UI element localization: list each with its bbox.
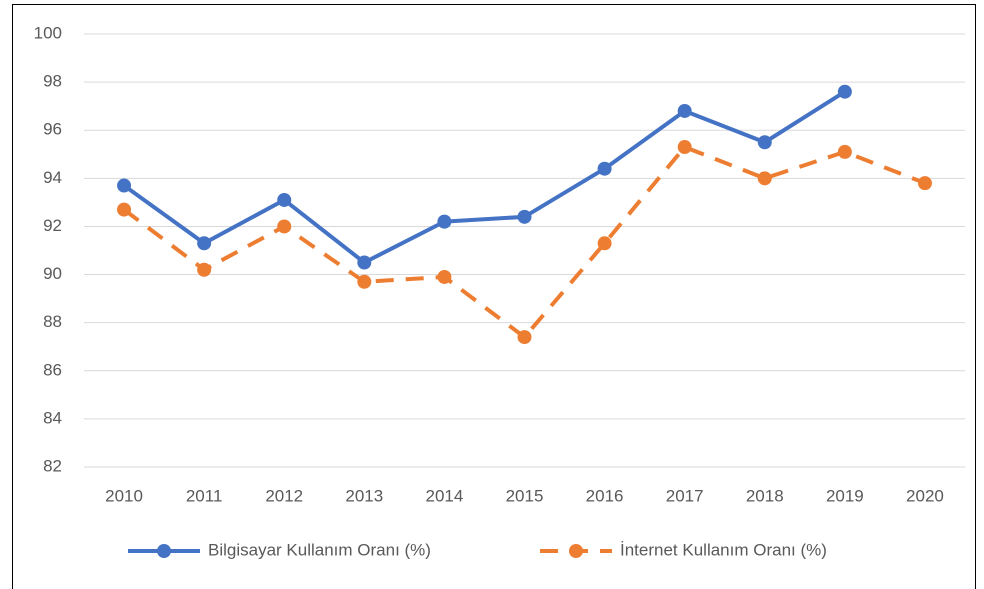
data-point xyxy=(757,135,772,150)
data-point xyxy=(677,103,692,118)
y-tick-label: 90 xyxy=(43,264,62,283)
data-point xyxy=(517,330,532,345)
y-tick-label: 82 xyxy=(43,456,62,475)
legend-label: İnternet Kullanım Oranı (%) xyxy=(620,540,827,559)
y-tick-label: 96 xyxy=(43,120,62,139)
x-tick-label: 2014 xyxy=(425,486,463,505)
series-line xyxy=(122,90,846,265)
x-tick-label: 2011 xyxy=(186,486,223,505)
x-tick-label: 2017 xyxy=(666,486,704,505)
x-tick-label: 2018 xyxy=(746,486,784,505)
data-point xyxy=(597,161,612,176)
data-point xyxy=(597,236,612,251)
x-tick-label: 2015 xyxy=(506,486,544,505)
y-tick-label: 98 xyxy=(43,72,62,91)
y-tick-label: 100 xyxy=(34,23,62,42)
x-tick-label: 2019 xyxy=(826,486,864,505)
data-point xyxy=(197,262,212,277)
legend-label: Bilgisayar Kullanım Oranı (%) xyxy=(208,540,431,559)
x-tick-label: 2012 xyxy=(265,486,303,505)
y-tick-label: 86 xyxy=(43,360,62,379)
series-line xyxy=(122,145,926,340)
x-tick-label: 2010 xyxy=(105,486,143,505)
y-tick-label: 94 xyxy=(43,168,62,187)
data-point xyxy=(357,255,372,270)
data-point xyxy=(837,84,852,99)
x-tick-label: 2016 xyxy=(586,486,624,505)
data-point xyxy=(917,176,932,191)
data-point xyxy=(277,219,292,234)
x-tick-label: 2020 xyxy=(906,486,944,505)
legend-marker xyxy=(569,544,583,558)
data-point xyxy=(757,171,772,186)
data-point xyxy=(277,192,292,207)
data-point xyxy=(357,274,372,289)
x-tick-label: 2013 xyxy=(345,486,383,505)
data-point xyxy=(837,144,852,159)
data-point xyxy=(117,202,132,217)
data-point xyxy=(517,209,532,224)
data-point xyxy=(437,269,452,284)
legend-marker xyxy=(157,544,171,558)
y-tick-label: 88 xyxy=(43,312,62,331)
data-point xyxy=(677,140,692,155)
y-tick-label: 92 xyxy=(43,216,62,235)
data-point xyxy=(197,236,212,251)
data-point xyxy=(437,214,452,229)
data-point xyxy=(117,178,132,193)
chart-border xyxy=(12,4,976,589)
y-tick-label: 84 xyxy=(43,408,62,427)
